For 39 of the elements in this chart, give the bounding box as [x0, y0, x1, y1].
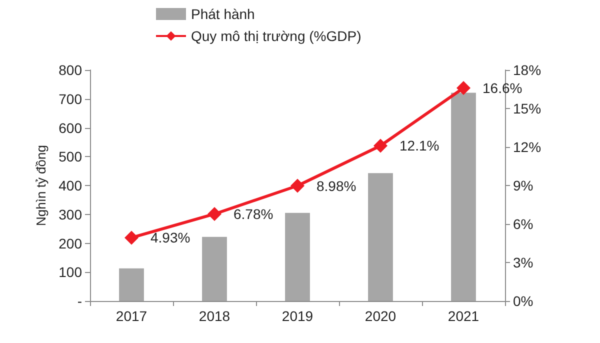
y2-tick-label: 0%	[513, 293, 534, 309]
point	[208, 206, 222, 221]
y-axis-title: Nghìn tỷ đồng	[34, 145, 49, 226]
y2-tick-label: 9%	[513, 178, 534, 194]
y-tick-label: 200	[58, 235, 82, 252]
legend-label: Phát hành	[191, 6, 255, 22]
bar	[119, 268, 144, 301]
x-tick-label: 2018	[198, 308, 230, 324]
y2-tick-label: 15%	[513, 100, 542, 116]
x-tick-label: 2017	[116, 308, 148, 324]
bar	[368, 173, 393, 301]
data-label: 8.98%	[316, 178, 356, 194]
point	[374, 138, 388, 153]
x-tick-label: 2019	[282, 308, 314, 324]
bar	[285, 212, 310, 301]
x-tick-label: 2020	[364, 308, 396, 324]
y-tick-label: 600	[58, 120, 82, 136]
y-tick-label: -	[77, 293, 82, 309]
x-tick-label: 2021	[448, 308, 480, 324]
y2-tick-label: 18%	[513, 62, 542, 78]
data-label: 4.93%	[150, 230, 190, 246]
bar	[451, 92, 476, 301]
y-tick-label: 500	[58, 148, 82, 165]
y2-tick-label: 3%	[513, 254, 534, 270]
y-tick-label: 300	[58, 206, 82, 222]
point	[290, 178, 304, 193]
y-tick-label: 700	[58, 90, 82, 107]
y2-tick-label: 6%	[513, 216, 534, 232]
point	[456, 80, 470, 95]
y-tick-label: 800	[58, 62, 82, 78]
legend-label: Quy mô thị trường (%GDP)	[191, 28, 362, 44]
data-label: 12.1%	[400, 138, 440, 154]
point	[124, 230, 138, 245]
bar	[202, 236, 227, 301]
y-tick-label: 400	[58, 178, 82, 194]
data-label: 6.78%	[234, 206, 274, 222]
data-label: 16.6%	[482, 80, 522, 96]
y-tick-label: 100	[58, 264, 82, 280]
y2-tick-label: 12%	[513, 139, 542, 155]
